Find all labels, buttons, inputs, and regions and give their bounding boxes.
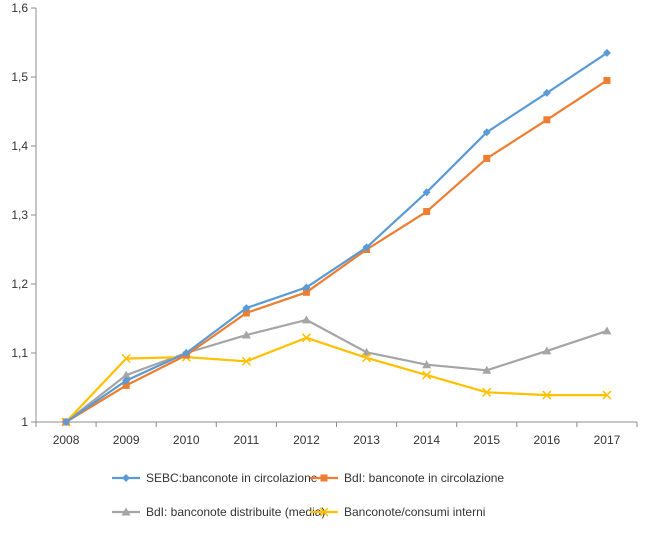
y-tick-label: 1,1: [11, 346, 28, 360]
x-tick-label: 2011: [233, 433, 259, 447]
legend-label: BdI: banconote in circolazione: [344, 471, 504, 485]
data-point: [422, 370, 432, 380]
legend-label: Banconote/consumi interni: [344, 505, 485, 519]
data-point: [543, 116, 551, 124]
x-tick-label: 2016: [533, 433, 560, 447]
data-point: [362, 243, 371, 252]
y-tick-label: 1,6: [11, 1, 28, 15]
legend-marker: [319, 507, 329, 517]
series-1: [62, 48, 611, 426]
x-tick-label: 2015: [473, 433, 500, 447]
legend-item: SEBC:banconote in circolazione: [112, 471, 318, 485]
data-point: [483, 154, 491, 162]
data-point: [301, 315, 311, 324]
data-point: [362, 347, 372, 356]
data-point: [302, 283, 311, 292]
y-tick-label: 1: [21, 415, 28, 429]
y-tick-label: 1,3: [11, 208, 28, 222]
x-tick-label: 2014: [413, 433, 440, 447]
legend-item: Banconote/consumi interni: [310, 505, 485, 519]
data-point: [122, 381, 130, 389]
data-point: [542, 88, 551, 97]
series-4: [61, 333, 612, 427]
data-point: [482, 128, 491, 137]
legend-marker: [121, 507, 131, 516]
axes: 1 1,1 1,2 1,3 1,4 1,5 1,6 2008 2009 2010 2011 2012 2…: [11, 1, 638, 447]
data-point: [121, 353, 131, 364]
data-point: [242, 309, 250, 317]
data-point: [603, 76, 611, 84]
series-line: [65, 51, 608, 423]
data-point: [482, 387, 492, 397]
data-point: [602, 390, 612, 400]
data-point: [242, 304, 251, 313]
series-lines: [61, 48, 612, 427]
data-point: [302, 288, 310, 296]
series-line: [65, 79, 608, 423]
legend-marker: [122, 474, 130, 482]
x-tick-label: 2010: [173, 433, 200, 447]
x-tick-label: 2008: [53, 433, 80, 447]
y-tick-label: 1,5: [11, 70, 28, 84]
data-point: [482, 365, 492, 374]
data-point: [602, 48, 611, 57]
data-point: [301, 333, 311, 343]
data-point: [362, 353, 372, 363]
x-tick-label: 2017: [594, 433, 621, 447]
x-tick-label: 2013: [353, 433, 380, 447]
data-point: [182, 349, 191, 357]
x-tick-label: 2012: [293, 433, 320, 447]
data-point: [542, 346, 552, 355]
data-point: [62, 418, 71, 426]
data-point: [423, 208, 431, 216]
data-point: [121, 370, 131, 379]
x-tick-label: 2009: [113, 433, 140, 447]
data-point: [422, 360, 432, 369]
legend-label: BdI: banconote distribuite (media): [146, 505, 325, 519]
data-point: [422, 188, 431, 197]
data-point: [241, 356, 251, 366]
series-line: [65, 318, 608, 423]
y-tick-label: 1,4: [11, 139, 28, 153]
legend-marker: [320, 474, 328, 482]
data-point: [542, 390, 552, 400]
legend-item: BdI: banconote in circolazione: [310, 471, 504, 485]
series-line: [65, 336, 607, 423]
y-tick-label: 1,2: [11, 277, 28, 291]
data-point: [602, 326, 612, 335]
legend: SEBC:banconote in circolazione BdI: banco…: [112, 471, 504, 519]
legend-label: SEBC:banconote in circolazione: [146, 471, 318, 485]
series-3: [61, 315, 612, 426]
legend-item: BdI: banconote distribuite (media): [112, 505, 325, 519]
data-point: [241, 330, 251, 339]
data-point: [122, 376, 131, 385]
